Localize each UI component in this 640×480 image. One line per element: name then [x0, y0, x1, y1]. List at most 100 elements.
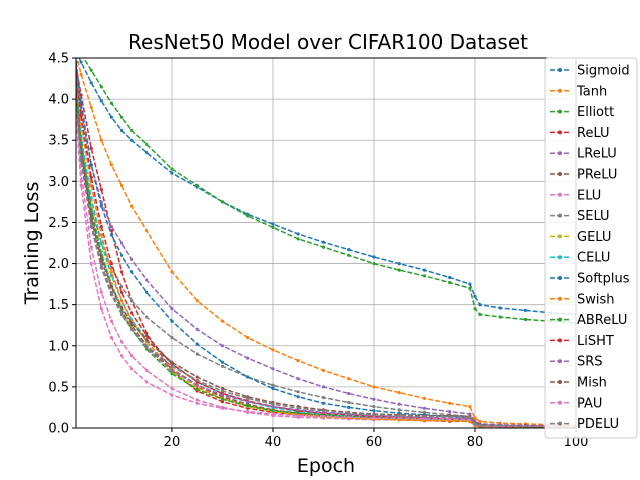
- data-point-selu: [372, 405, 376, 409]
- legend-marker-celu: [558, 255, 562, 260]
- data-point-elliott: [170, 167, 174, 171]
- data-point-lisht: [99, 225, 103, 229]
- data-point-pdelu: [99, 266, 103, 270]
- data-point-pau: [89, 262, 93, 266]
- y-tick-label: 1.5: [48, 298, 69, 313]
- data-point-mish: [119, 305, 124, 309]
- data-point-srs: [170, 368, 174, 372]
- data-point-sigmoid: [448, 275, 452, 280]
- data-point-elliott: [271, 225, 275, 229]
- data-point-elliott: [130, 128, 134, 132]
- data-point-lisht: [119, 290, 124, 294]
- legend-marker-selu: [558, 213, 562, 218]
- y-tick-label: 0.0: [48, 422, 69, 437]
- legend-label-mish: Mish: [577, 376, 607, 391]
- data-point-elliott: [347, 253, 351, 257]
- legend-label-swish: Swish: [577, 292, 615, 307]
- data-point-elliott: [246, 214, 250, 218]
- data-point-pau: [195, 401, 199, 405]
- data-point-elliott: [321, 245, 326, 249]
- data-point-elu: [99, 290, 103, 294]
- data-point-lrelu: [397, 402, 401, 406]
- legend-label-lrelu: LReLU: [577, 147, 617, 162]
- data-point-pau: [170, 393, 174, 397]
- data-point-pau: [347, 415, 351, 419]
- data-point-sigmoid: [271, 222, 275, 226]
- data-point-tanh: [99, 138, 103, 142]
- data-point-lrelu: [220, 344, 225, 348]
- data-point-tanh: [372, 385, 376, 389]
- data-point-softplus: [145, 290, 149, 294]
- data-point-lrelu: [170, 307, 174, 311]
- data-point-lisht: [130, 311, 134, 315]
- data-point-tanh: [473, 416, 477, 420]
- data-point-lisht: [79, 114, 83, 118]
- data-point-pdelu: [422, 414, 427, 419]
- data-point-abrelu: [195, 387, 199, 391]
- data-point-softplus: [321, 401, 326, 405]
- data-point-pau: [145, 380, 149, 384]
- data-point-sigmoid: [170, 171, 174, 175]
- data-point-tanh: [422, 396, 427, 400]
- data-point-sigmoid: [99, 99, 103, 103]
- data-point-elliott: [145, 142, 149, 146]
- legend: Sigmoid Tanh Elliott ReLU LReLU PReLU ELU SELU G…: [544, 57, 638, 439]
- data-point-pdelu: [296, 406, 300, 410]
- data-point-tanh: [89, 105, 93, 109]
- y-axis-label: Training Loss: [21, 182, 43, 306]
- data-point-pau: [422, 417, 427, 421]
- data-point-lisht: [89, 175, 93, 179]
- data-point-tanh: [468, 405, 472, 409]
- y-tick-label: 4.5: [48, 52, 69, 67]
- data-point-swish: [99, 233, 103, 237]
- x-tick-label: 60: [366, 435, 383, 450]
- data-point-sigmoid: [478, 303, 482, 307]
- legend-marker-sigmoid: [558, 68, 562, 72]
- data-point-softplus: [271, 386, 275, 391]
- data-point-elliott: [195, 183, 199, 187]
- data-point-tanh: [109, 163, 113, 167]
- data-point-pdelu: [195, 378, 199, 382]
- plot-area: [76, 58, 576, 428]
- data-point-elliott: [448, 280, 452, 285]
- data-point-lrelu: [347, 391, 351, 396]
- data-point-selu: [397, 408, 401, 412]
- data-point-elliott: [99, 85, 103, 89]
- data-point-lisht: [109, 262, 113, 266]
- data-point-abrelu: [296, 411, 300, 415]
- data-point-elu: [119, 340, 124, 344]
- data-point-abrelu: [271, 409, 275, 413]
- legend-marker-srs: [558, 359, 562, 364]
- data-point-relu: [220, 400, 225, 404]
- legend-label-elliott: Elliott: [577, 105, 614, 120]
- data-point-selu: [130, 299, 134, 303]
- legend-marker-lisht: [558, 338, 562, 343]
- data-point-srs: [246, 400, 250, 404]
- data-point-elliott: [478, 312, 482, 317]
- data-point-relu: [109, 229, 113, 233]
- data-point-elliott: [523, 317, 528, 322]
- data-point-selu: [296, 390, 300, 394]
- x-tick-label: 100: [564, 435, 589, 450]
- data-point-softplus: [347, 405, 351, 409]
- data-point-pdelu: [109, 293, 113, 297]
- data-point-pdelu: [170, 364, 174, 368]
- data-point-sigmoid: [372, 255, 376, 259]
- data-point-sigmoid: [321, 240, 326, 244]
- data-point-elu: [145, 368, 149, 372]
- legend-marker-gelu: [558, 234, 562, 239]
- data-point-pdelu: [220, 389, 225, 393]
- y-tick-label: 3.5: [48, 134, 69, 149]
- x-axis-ticks: 20 40 60 80 100: [164, 428, 589, 450]
- data-point-pdelu: [119, 312, 124, 317]
- data-point-pau: [271, 412, 275, 416]
- data-point-tanh: [170, 270, 174, 274]
- data-point-relu: [119, 270, 124, 274]
- data-point-sigmoid: [523, 308, 528, 312]
- data-point-swish: [89, 183, 93, 187]
- data-point-pdelu: [347, 411, 351, 415]
- data-point-mish: [170, 360, 174, 364]
- data-point-elu: [89, 245, 93, 249]
